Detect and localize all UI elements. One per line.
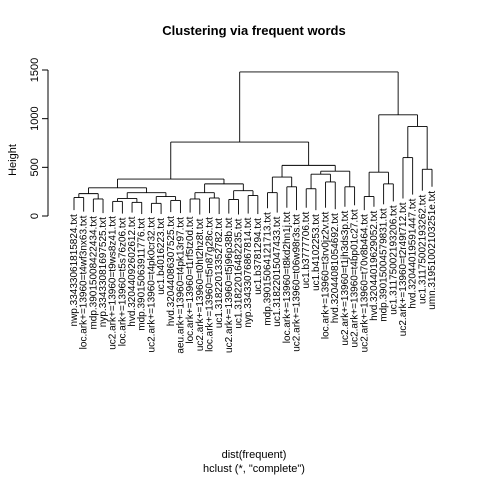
x-axis-sublabel: hclust (*, "complete") — [203, 463, 305, 475]
leaf-label: loc.ark+=13960=t1rf5tz0d.txt — [185, 216, 196, 343]
y-tick-label: 500 — [29, 158, 41, 176]
leaf-label: hvd.32044081054692.txt — [330, 213, 341, 323]
leaf-label: loc.ark+=13960=t8kd2hn1j.txt — [282, 212, 293, 344]
leaf-label: uc1.31175002193206.txt — [388, 205, 399, 315]
leaf-label: hvd.32044019591447.txt — [408, 198, 419, 308]
leaf-label: nyp.33433076867814.txt — [243, 217, 254, 327]
leaf-label: uc1.31822016482235.txt — [233, 218, 244, 328]
leaf-label: mdp.39015064121713.txt — [263, 212, 274, 326]
leaf-label: hvd.32044019629052.txt — [369, 211, 380, 321]
leaf-label: loc.ark+=13960=t3rv0jz2v.txt — [321, 212, 332, 340]
chart-title: Clustering via frequent words — [162, 23, 345, 38]
leaf-label: loc.ark+=13960=t4wf3nx63.txt — [79, 215, 90, 349]
leaf-label: uc1.b3777706.txt — [301, 212, 312, 289]
leaf-label: uc1.31175002193262.txt — [417, 194, 428, 304]
leaf-label: uc2.ark+=13960=t0ht2hz8t.txt — [195, 218, 206, 351]
dendrogram-tree — [73, 71, 433, 215]
leaf-label: hvd.32044092602612.txt — [127, 216, 138, 326]
leaf-label: mdp.39015063911776.txt — [137, 218, 148, 331]
leaf-label: nwp.33433061815824.txt — [69, 214, 80, 327]
y-tick-label: 0 — [29, 213, 41, 219]
leaf-label: loc.ark+=13960=t5s76z06.txt — [117, 217, 128, 346]
y-axis: 0 500 1000 1500 — [29, 58, 49, 219]
y-ticks: 0 500 1000 1500 — [29, 58, 48, 219]
leaf-label: uc1.b4016223.txt — [156, 218, 167, 295]
leaf-label: mdp.39015008422434.txt — [88, 216, 99, 330]
leaf-label: uc1.31822015047433.txt — [272, 216, 283, 326]
y-axis-label: Height — [7, 144, 19, 176]
leaf-label: uc1.b4102253.txt — [311, 214, 322, 291]
leaf-label: uc2.ark+=13960=t70v8b464.txt — [359, 214, 370, 352]
leaf-label: loc.ark+=13960=t5n87g28c.txt — [204, 217, 215, 352]
y-tick-label: 1000 — [29, 106, 41, 130]
x-axis-label: dist(frequent) — [222, 449, 287, 461]
leaf-label: uc2.ark+=13960=t5j96p38b.txt — [224, 217, 235, 353]
leaf-label: uc2.ark+=13960=t4pk0cr32.txt — [146, 217, 157, 353]
leaf-label: hvd.32044086307525.txt — [166, 216, 177, 326]
leaf-label: aeu.ark+=13960=t4pk13r97.txt — [175, 217, 186, 354]
leaf-labels: nwp.33433061815824.txtloc.ark+=13960=t4w… — [69, 191, 438, 354]
leaf-label: nyp.33433081697525.txt — [98, 217, 109, 327]
leaf-label: uc2.ark+=13960=t1jh3ds3p.txt — [340, 211, 351, 346]
leaf-label: umn.31951002103251e.txt — [427, 191, 438, 310]
leaf-label: uc2.ark+=13960=t2r49t712.txt — [398, 202, 409, 336]
y-tick-label: 1500 — [29, 58, 41, 82]
leaf-label: uc2.ark+=13960=t4bp01c27.txt — [350, 209, 361, 347]
leaf-label: uc2.ark+=13960=t06w98r3s.txt — [292, 214, 303, 352]
leaf-label: mdp.39015004579831.txt — [379, 208, 390, 322]
leaf-label: uc2.ark+=13960=t9ws8z41.txt — [108, 216, 119, 350]
leaf-label: uc1.31822013352782.txt — [214, 218, 225, 328]
leaf-label: uc1.b3781294.txt — [253, 218, 264, 295]
